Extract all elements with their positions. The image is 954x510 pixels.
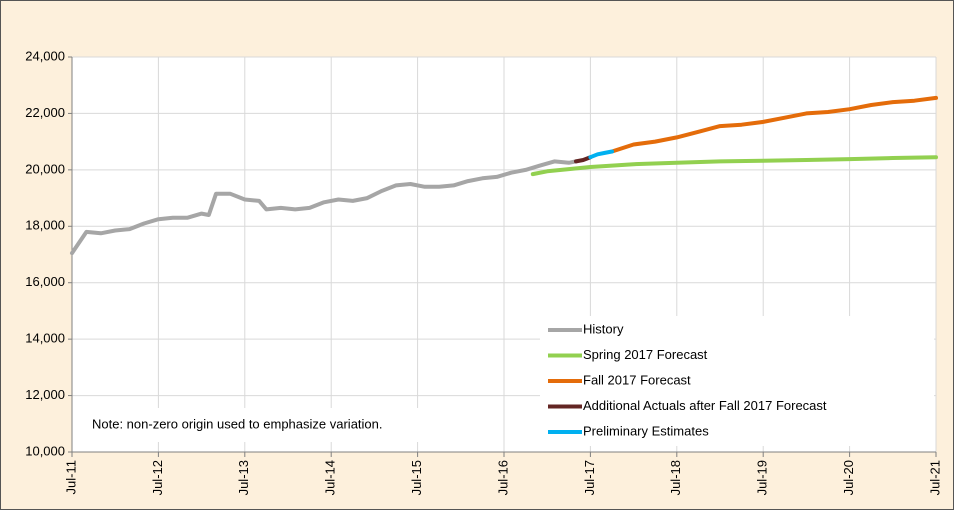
series-line — [70, 159, 578, 256]
note-box — [80, 408, 470, 442]
y-tick-label: 22,000 — [25, 105, 65, 120]
y-tick-label: 18,000 — [25, 218, 65, 233]
series-line — [574, 155, 593, 164]
series-line — [588, 149, 614, 160]
legend-label: Preliminary Estimates — [583, 423, 709, 438]
x-tick-label: Jul-20 — [841, 460, 856, 495]
x-tick-label: Jul-13 — [236, 460, 251, 495]
legend-box — [540, 316, 934, 446]
legend-label: Fall 2017 Forecast — [583, 372, 691, 387]
x-tick-label: Jul-14 — [323, 460, 338, 495]
series-line — [610, 95, 938, 154]
x-tick-label: Jul-17 — [582, 460, 597, 495]
x-tick-label: Jul-21 — [927, 460, 942, 495]
legend-label: Spring 2017 Forecast — [583, 347, 708, 362]
y-tick-label: 24,000 — [25, 48, 65, 63]
y-tick-label: 10,000 — [25, 443, 65, 458]
y-tick-label: 20,000 — [25, 161, 65, 176]
legend-label: History — [583, 321, 624, 336]
x-tick-label: Jul-18 — [668, 460, 683, 495]
x-tick-label: Jul-19 — [755, 460, 770, 495]
series-line — [530, 155, 938, 177]
x-tick-label: Jul-15 — [409, 460, 424, 495]
legend-label: Additional Actuals after Fall 2017 Forec… — [583, 398, 827, 413]
note: Note: non-zero origin used to emphasize … — [92, 416, 383, 431]
x-tick-label: Jul-12 — [150, 460, 165, 495]
y-tick-label: 12,000 — [25, 387, 65, 402]
x-tick-label: Jul-11 — [63, 460, 78, 494]
y-tick-label: 14,000 — [25, 331, 65, 346]
x-tick-label: Jul-16 — [495, 460, 510, 495]
y-tick-label: 16,000 — [25, 274, 65, 289]
